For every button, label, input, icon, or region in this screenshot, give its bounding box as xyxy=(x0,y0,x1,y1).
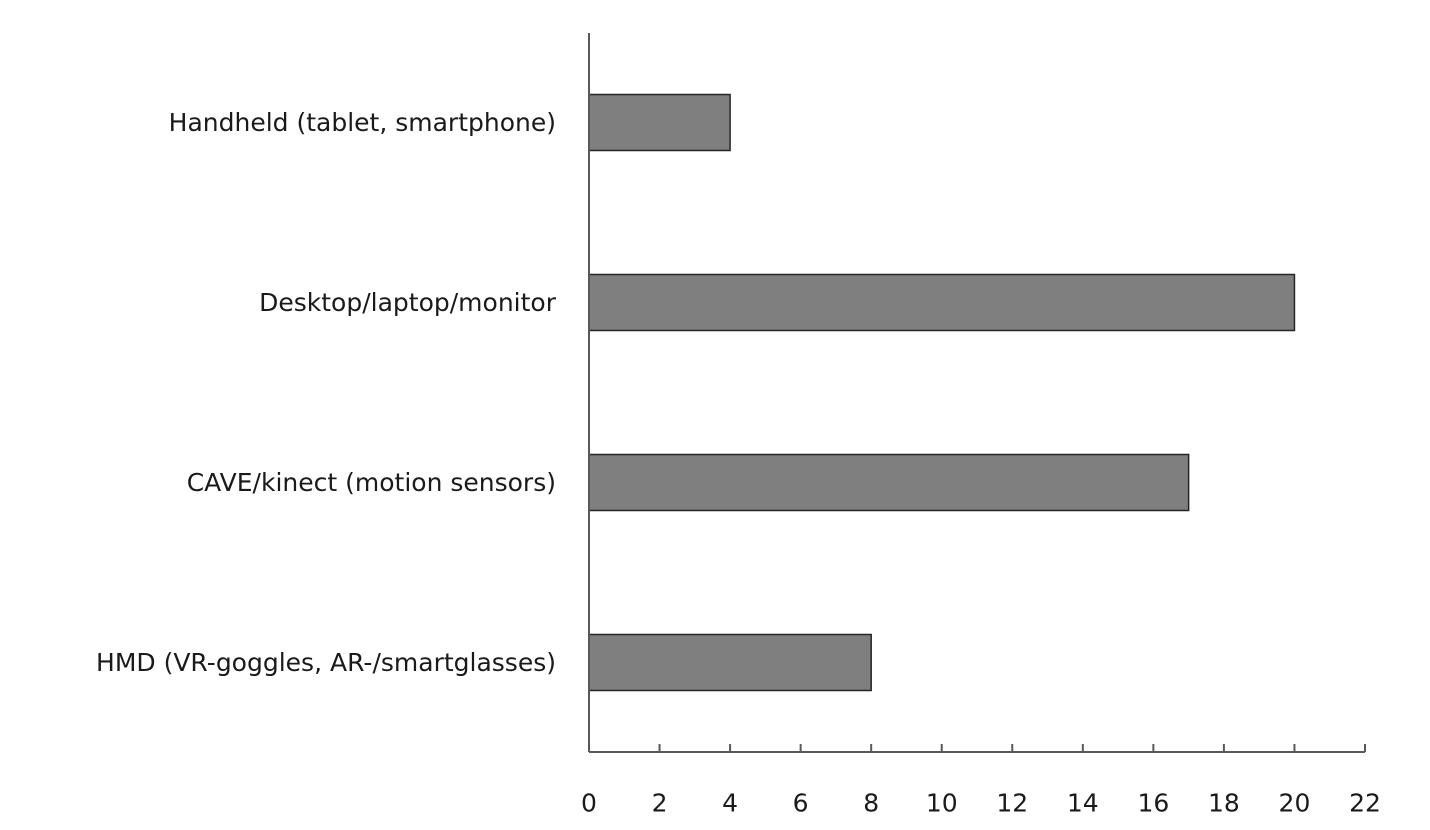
x-tick-label: 10 xyxy=(926,789,958,818)
x-tick-label: 14 xyxy=(1067,789,1099,818)
category-label: Handheld (tablet, smartphone) xyxy=(169,108,556,137)
x-tick-label: 18 xyxy=(1208,789,1240,818)
x-tick-label: 2 xyxy=(652,789,668,818)
x-tick-label: 6 xyxy=(793,789,809,818)
x-axis-ticks: 0 2 4 6 8 10 12 14 16 18 20 22 xyxy=(581,744,1381,818)
x-tick-label: 4 xyxy=(722,789,738,818)
category-label: HMD (VR-goggles, AR-/smartglasses) xyxy=(96,648,556,677)
category-label: CAVE/kinect (motion sensors) xyxy=(187,468,556,497)
bar xyxy=(588,273,1296,332)
bars-layer xyxy=(588,93,1296,692)
x-tick-label: 12 xyxy=(996,789,1028,818)
x-tick-label: 16 xyxy=(1137,789,1169,818)
x-tick-label: 22 xyxy=(1349,789,1381,818)
x-tick-label: 8 xyxy=(863,789,879,818)
category-labels: Handheld (tablet, smartphone) Desktop/lap… xyxy=(96,108,557,677)
x-tick-label: 20 xyxy=(1279,789,1311,818)
axes xyxy=(588,33,1365,753)
bar xyxy=(588,633,872,692)
bar xyxy=(588,93,731,152)
bar xyxy=(588,453,1190,512)
category-label: Desktop/laptop/monitor xyxy=(259,288,557,317)
x-tick-label: 0 xyxy=(581,789,597,818)
